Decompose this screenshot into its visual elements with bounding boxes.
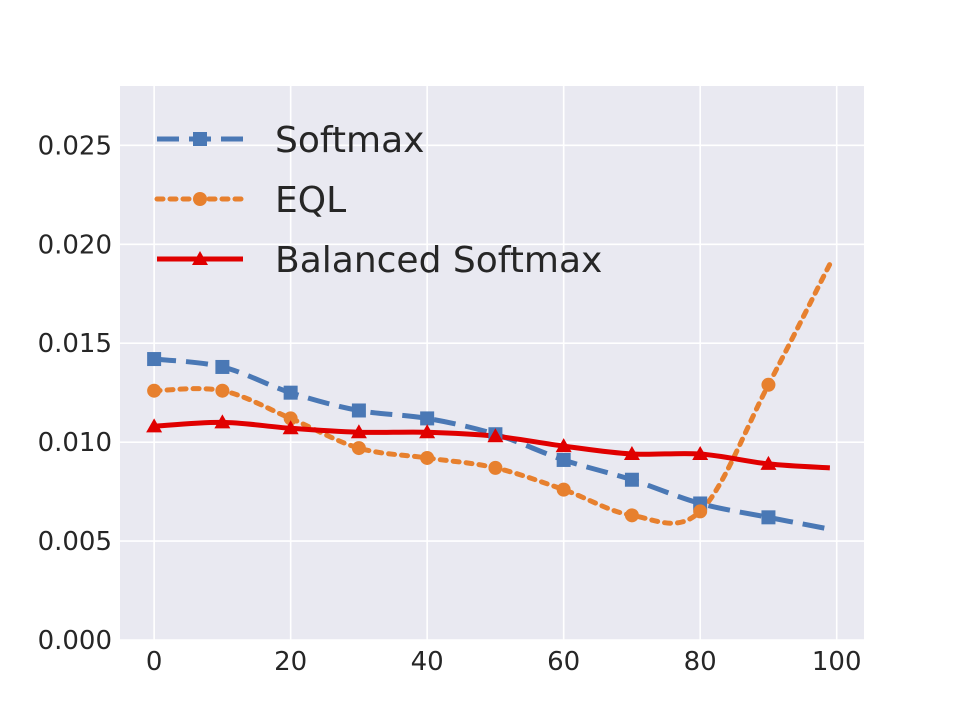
legend-marker-balanced-softmax — [192, 251, 208, 265]
x-tick-label: 80 — [684, 647, 717, 677]
y-tick-label: 0.010 — [38, 428, 112, 458]
data-point-balanced-softmax — [487, 428, 504, 443]
data-point-eql — [761, 377, 776, 392]
legend-label: EQL — [275, 180, 346, 221]
data-point-balanced-softmax — [350, 424, 367, 439]
data-point-softmax — [761, 510, 776, 525]
plot-area — [120, 86, 864, 640]
legend-label: Balanced Softmax — [275, 240, 602, 281]
data-point-eql — [624, 508, 639, 523]
legend-marker-eql — [193, 192, 207, 206]
y-tick-label: 0.000 — [38, 626, 112, 656]
tick-labels: 0 20 40 60 80 100 0.000 0.005 0.010 0.015 0.020 0.0… — [38, 131, 862, 677]
data-point-softmax — [420, 411, 435, 426]
x-tick-label: 40 — [411, 647, 444, 677]
y-tick-label: 0.005 — [38, 527, 112, 557]
data-point-softmax — [556, 452, 571, 467]
legend-marker-softmax — [193, 132, 207, 146]
data-point-balanced-softmax — [146, 418, 163, 433]
x-tick-label: 0 — [146, 647, 163, 677]
data-point-eql — [488, 460, 503, 475]
data-point-balanced-softmax — [419, 424, 436, 439]
y-tick-label: 0.015 — [38, 329, 112, 359]
y-tick-label: 0.025 — [38, 131, 112, 161]
data-point-eql — [420, 450, 435, 465]
data-point-softmax — [283, 385, 298, 400]
data-point-softmax — [351, 403, 366, 418]
data-point-eql — [215, 383, 230, 398]
legend-label: Softmax — [275, 120, 424, 161]
series-line-eql — [151, 261, 833, 526]
data-point-balanced-softmax — [282, 420, 299, 435]
data-point-balanced-softmax — [760, 455, 777, 470]
data-point-softmax — [624, 472, 639, 487]
data-point-eql — [351, 441, 366, 456]
data-point-eql — [556, 482, 571, 497]
data-point-balanced-softmax — [214, 414, 231, 429]
y-tick-label: 0.020 — [38, 230, 112, 260]
data-point-eql — [283, 411, 298, 426]
x-tick-label: 100 — [812, 647, 862, 677]
legend: Softmax EQL Balanced Softmax — [154, 120, 602, 281]
series-markers — [146, 352, 777, 525]
data-point-softmax — [215, 359, 230, 374]
data-point-balanced-softmax — [555, 438, 572, 453]
x-tick-label: 60 — [547, 647, 580, 677]
data-point-balanced-softmax — [623, 446, 640, 461]
data-point-eql — [693, 504, 708, 519]
data-point-softmax — [147, 352, 162, 367]
data-point-balanced-softmax — [692, 446, 709, 461]
data-point-eql — [147, 383, 162, 398]
x-tick-label: 20 — [274, 647, 307, 677]
series-line-softmax — [153, 356, 831, 532]
